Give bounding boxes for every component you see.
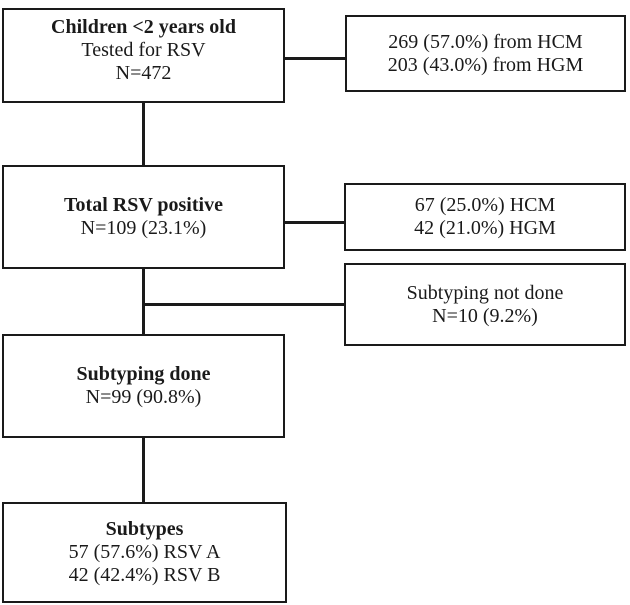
node-rsv-positive-title: Total RSV positive bbox=[64, 194, 223, 216]
connector-positive-to-subtyping-done bbox=[142, 269, 145, 334]
node-tested-source-breakdown: 269 (57.0%) from HCM 203 (43.0%) from HG… bbox=[345, 15, 626, 92]
connector-positive-to-site bbox=[285, 221, 344, 224]
node-rsv-positive: Total RSV positive N=109 (23.1%) bbox=[2, 165, 285, 269]
connector-done-to-subtypes bbox=[142, 438, 145, 502]
node-rsv-positive-count: N=109 (23.1%) bbox=[80, 217, 207, 239]
node-children-tested-count: N=472 bbox=[115, 62, 172, 84]
node-subtyping-done-title: Subtyping done bbox=[76, 363, 211, 385]
node-subtyping-not-done-label: Subtyping not done bbox=[406, 281, 564, 304]
node-subtyping-not-done-count: N=10 (9.2%) bbox=[432, 304, 538, 327]
node-subtyping-not-done: Subtyping not done N=10 (9.2%) bbox=[344, 263, 626, 346]
node-subtyping-done-count: N=99 (90.8%) bbox=[85, 386, 202, 408]
node-positive-by-site: 67 (25.0%) HCM 42 (21.0%) HGM bbox=[344, 183, 626, 251]
node-subtypes-rsv-a: 57 (57.6%) RSV A bbox=[68, 541, 221, 563]
connector-branch-to-not-done bbox=[142, 303, 344, 306]
node-subtyping-done: Subtyping done N=99 (90.8%) bbox=[2, 334, 285, 438]
node-children-tested: Children <2 years old Tested for RSV N=4… bbox=[2, 8, 285, 103]
node-subtypes-rsv-b: 42 (42.4%) RSV B bbox=[68, 564, 221, 586]
node-subtypes: Subtypes 57 (57.6%) RSV A 42 (42.4%) RSV… bbox=[2, 502, 287, 603]
connector-tested-to-source bbox=[285, 57, 345, 60]
node-tested-source-hgm: 203 (43.0%) from HGM bbox=[387, 53, 584, 76]
connector-tested-to-positive bbox=[142, 103, 145, 165]
node-tested-source-hcm: 269 (57.0%) from HCM bbox=[388, 30, 583, 53]
node-children-tested-title: Children <2 years old bbox=[51, 16, 236, 38]
node-positive-hgm: 42 (21.0%) HGM bbox=[414, 217, 556, 239]
node-subtypes-title: Subtypes bbox=[105, 518, 184, 540]
node-children-tested-line: Tested for RSV bbox=[81, 39, 206, 61]
node-positive-hcm: 67 (25.0%) HCM bbox=[414, 194, 556, 216]
